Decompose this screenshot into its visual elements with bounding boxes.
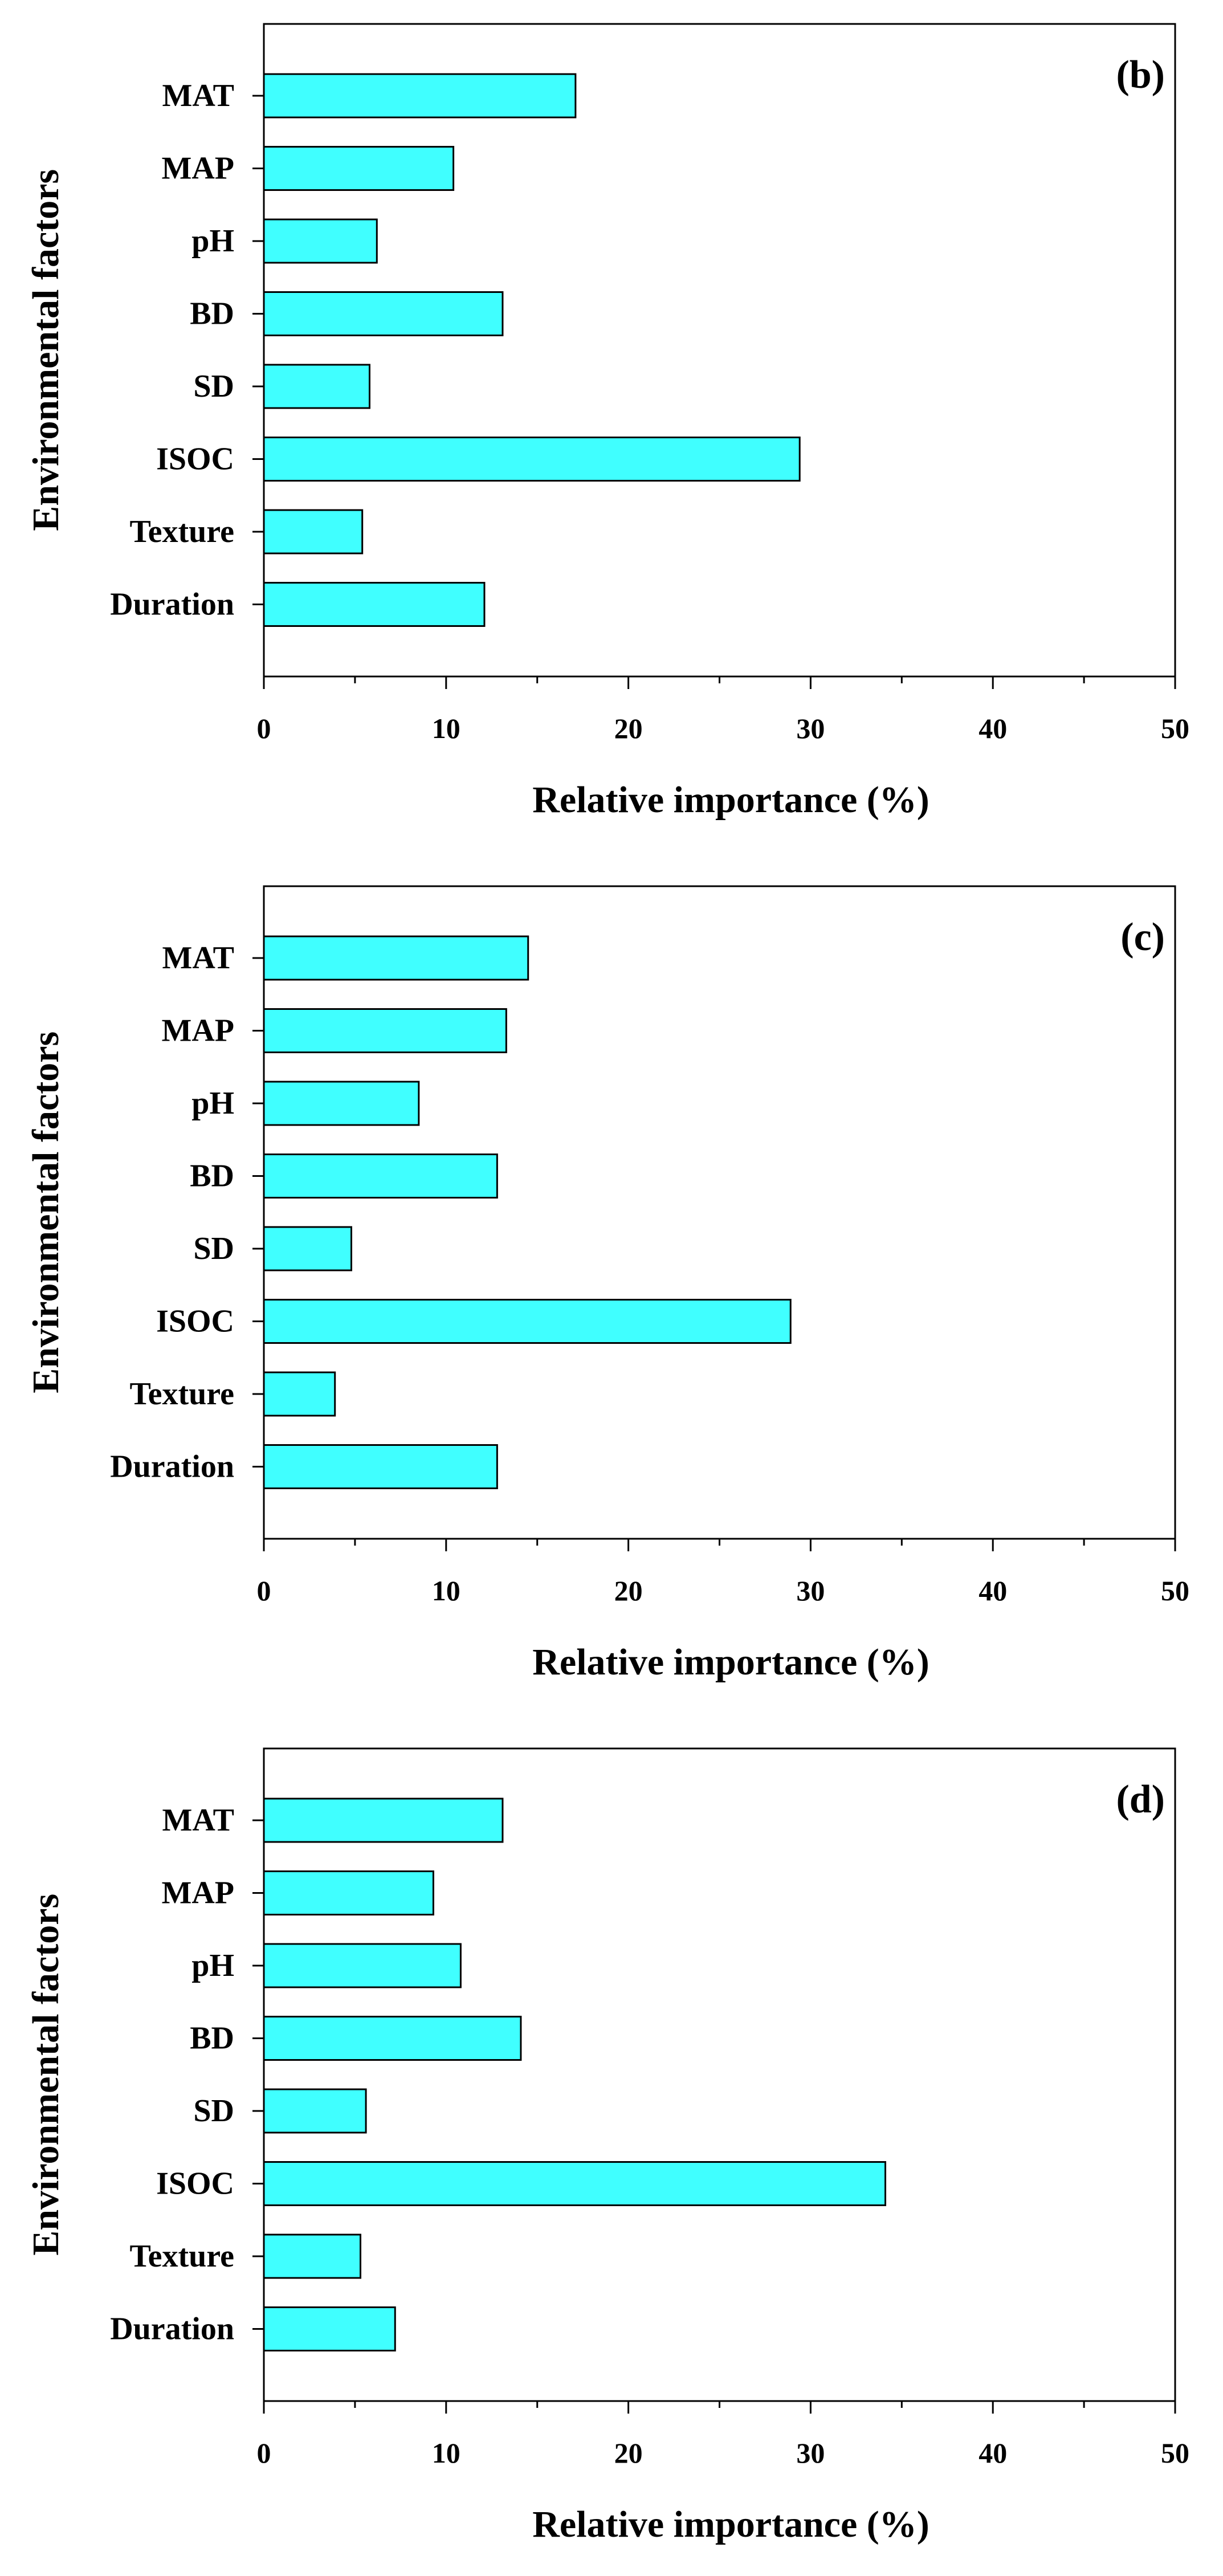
plot-frame: [263, 1747, 1176, 2402]
category-label: ISOC: [156, 442, 234, 477]
bar-map: [263, 146, 455, 191]
x-tick-label: 40: [979, 2437, 1007, 2469]
category-label: BD: [190, 1159, 234, 1194]
chart-panel-1: MAT MAP pH BD SD ISOC Texture Duration 0 10 20 30 40…: [25, 23, 1189, 821]
bar-map: [263, 1008, 507, 1053]
bar-bd: [263, 291, 504, 336]
x-tick-label: 0: [257, 1575, 271, 1607]
x-tick-label: 40: [979, 1575, 1007, 1607]
bar-duration: [263, 1444, 498, 1489]
category-label: pH: [191, 1086, 234, 1121]
category-label: ISOC: [156, 1304, 234, 1339]
bar-sd: [263, 364, 370, 409]
bar-texture: [263, 509, 364, 555]
category-label: SD: [193, 1231, 234, 1266]
panel-label: (c): [1120, 915, 1165, 959]
chart-panel-3: MAT MAP pH BD SD ISOC Texture Duration 0 10 20 30 40…: [25, 1747, 1189, 2545]
bar-mat: [263, 73, 577, 119]
bar-ph: [263, 1943, 462, 1988]
category-label: BD: [190, 296, 234, 332]
category-label: MAP: [161, 151, 234, 186]
category-label: Texture: [129, 1376, 234, 1412]
x-tick-label: 20: [614, 1575, 643, 1607]
y-axis-title: Environmental factors: [25, 1894, 67, 2256]
bar-sd: [263, 2088, 367, 2134]
x-tick-label: 30: [796, 1575, 825, 1607]
panel-label: (b): [1116, 53, 1165, 97]
x-tick-label: 20: [614, 2437, 643, 2469]
chart-panel-2: MAT MAP pH BD SD ISOC Texture Duration 0 10 20 30 40…: [25, 885, 1189, 1683]
category-label: MAT: [162, 1803, 235, 1838]
bar-ph: [263, 1081, 420, 1126]
x-axis-title: Relative importance (%): [532, 1641, 929, 1683]
x-tick-label: 50: [1161, 2437, 1189, 2469]
x-axis-title: Relative importance (%): [532, 2504, 929, 2545]
plot-frame: [263, 23, 1176, 678]
category-label: MAT: [162, 78, 235, 113]
bar-texture: [263, 2233, 361, 2279]
bar-mat: [263, 935, 529, 981]
bar-bd: [263, 2016, 522, 2061]
y-axis-title: Environmental factors: [25, 169, 67, 531]
category-label: Duration: [110, 1449, 234, 1485]
x-tick-label: 10: [432, 2437, 460, 2469]
category-label: Texture: [129, 2239, 234, 2274]
x-tick-label: 30: [796, 2437, 825, 2469]
x-tick-label: 10: [432, 1575, 460, 1607]
bar-sd: [263, 1226, 353, 1271]
bar-bd: [263, 1154, 498, 1199]
panel-label: (d): [1116, 1778, 1165, 1821]
x-tick-label: 40: [979, 712, 1007, 744]
x-axis-title: Relative importance (%): [532, 779, 929, 821]
category-label: Duration: [110, 587, 234, 622]
x-tick-label: 50: [1161, 1575, 1189, 1607]
category-label: SD: [193, 369, 234, 404]
category-label: pH: [191, 223, 234, 259]
bar-mat: [263, 1798, 504, 1843]
bar-texture: [263, 1371, 336, 1417]
bar-ph: [263, 218, 378, 264]
category-label: Duration: [110, 2312, 234, 2347]
plot-frame: [263, 885, 1176, 1540]
category-label: BD: [190, 2021, 234, 2056]
bar-map: [263, 1870, 434, 1915]
bar-isoc: [263, 2161, 887, 2206]
x-tick-label: 10: [432, 712, 460, 744]
bar-duration: [263, 582, 486, 627]
category-label: MAP: [161, 1876, 234, 1911]
y-axis-title: Environmental factors: [25, 1032, 67, 1393]
category-label: pH: [191, 1948, 234, 1983]
x-tick-label: 50: [1161, 712, 1189, 744]
x-tick-label: 0: [257, 712, 271, 744]
x-tick-label: 0: [257, 2437, 271, 2469]
category-label: MAP: [161, 1013, 234, 1049]
category-label: Texture: [129, 514, 234, 549]
category-label: MAT: [162, 940, 235, 976]
category-label: ISOC: [156, 2166, 234, 2202]
category-label: SD: [193, 2093, 234, 2129]
bar-isoc: [263, 437, 801, 482]
x-tick-label: 30: [796, 712, 825, 744]
x-tick-label: 20: [614, 712, 643, 744]
bar-duration: [263, 2306, 396, 2351]
bar-isoc: [263, 1299, 792, 1344]
